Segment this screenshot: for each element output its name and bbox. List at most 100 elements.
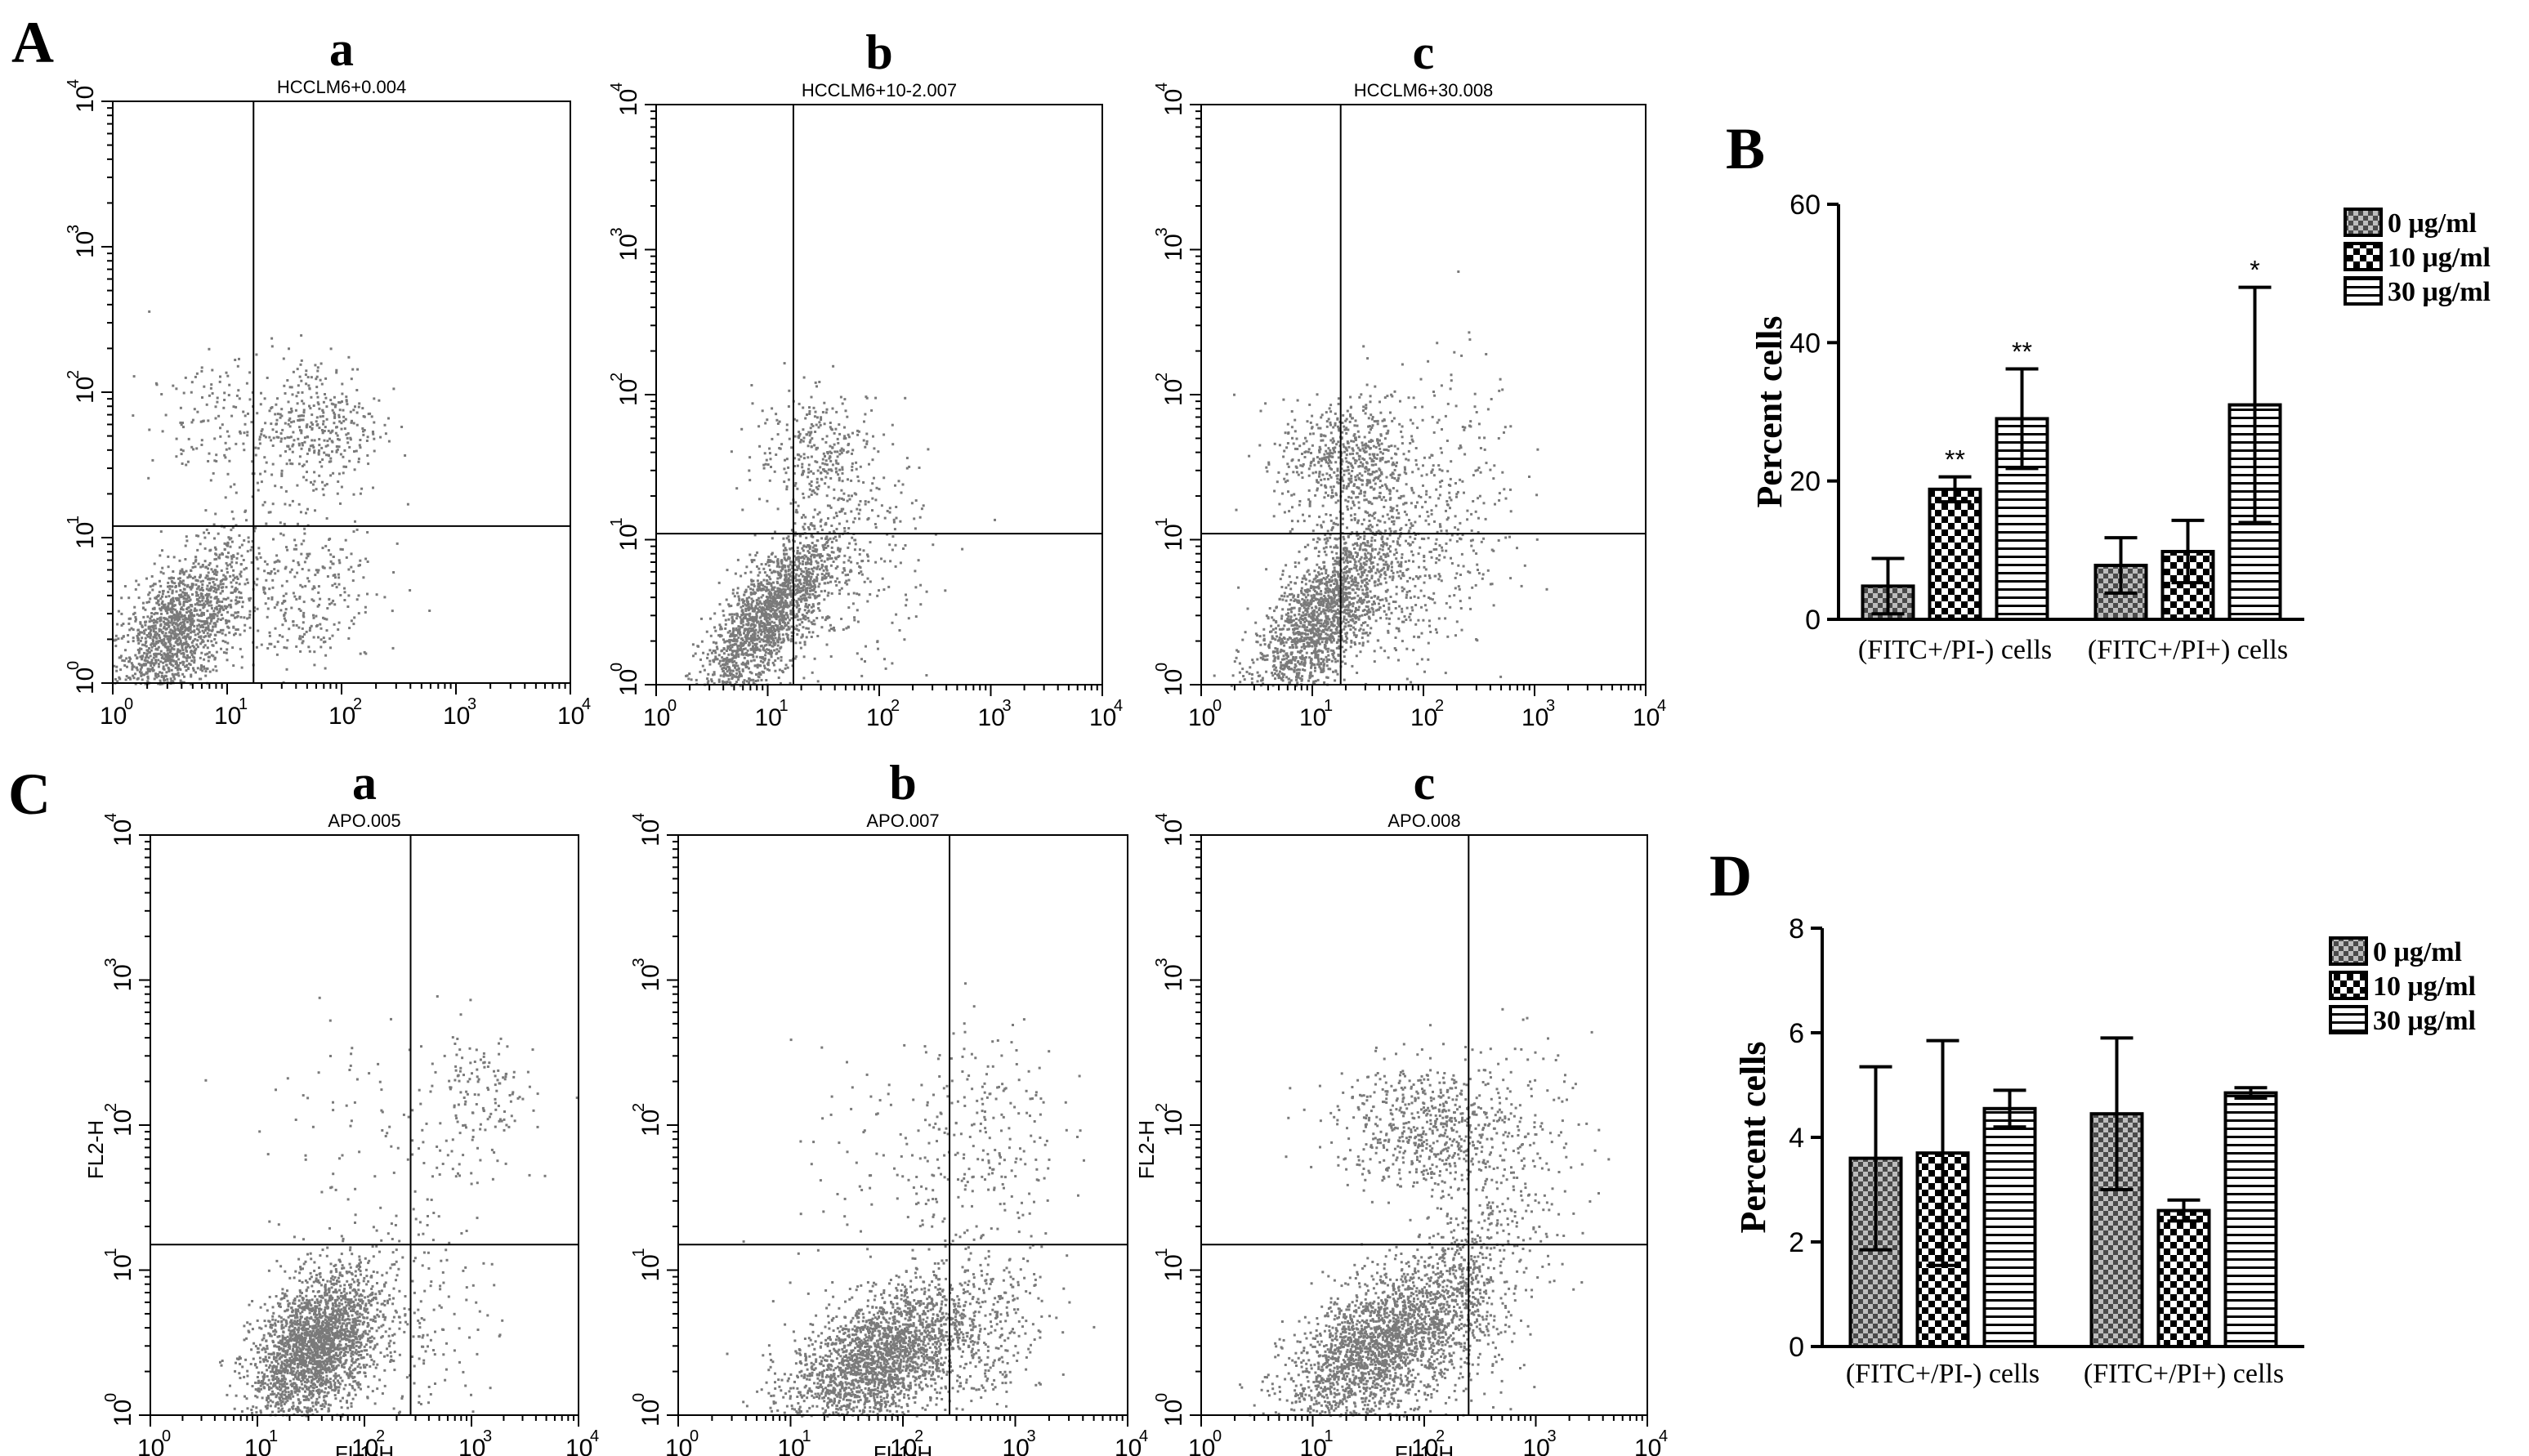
event-dot — [804, 605, 807, 608]
event-dot — [808, 571, 811, 574]
event-dot — [1292, 623, 1294, 627]
event-dot — [361, 407, 364, 410]
event-dot — [136, 677, 139, 681]
event-dot — [810, 563, 813, 565]
event-dot — [167, 602, 170, 605]
event-dot — [231, 591, 234, 594]
event-dot — [274, 413, 277, 416]
event-dot — [325, 618, 328, 621]
event-dot — [312, 585, 315, 588]
event-dot — [159, 636, 162, 640]
event-dot — [830, 469, 833, 472]
event-dot — [339, 547, 342, 551]
x-tick-exponent: 2 — [891, 697, 900, 715]
event-dot — [753, 643, 757, 646]
event-dot — [256, 557, 259, 561]
event-dot — [824, 567, 828, 570]
event-dot — [707, 672, 710, 676]
event-dot — [824, 462, 827, 466]
event-dot — [787, 569, 790, 573]
event-dot — [760, 656, 763, 659]
event-dot — [788, 540, 791, 543]
event-dot — [767, 608, 770, 611]
event-dot — [853, 548, 856, 552]
event-dot — [794, 641, 798, 645]
event-dot — [747, 613, 750, 616]
event-dot — [815, 550, 818, 553]
event-dot — [211, 368, 214, 372]
event-dot — [149, 631, 152, 634]
event-dot — [134, 587, 137, 591]
event-dot — [739, 673, 743, 677]
event-dot — [777, 592, 780, 596]
event-dot — [334, 431, 337, 435]
event-dot — [851, 602, 855, 605]
event-dot — [144, 641, 147, 644]
event-dot — [308, 552, 311, 556]
event-dot — [754, 628, 757, 632]
event-dot — [744, 571, 747, 574]
event-dot — [841, 471, 844, 475]
event-dot — [762, 648, 765, 651]
event-dot — [750, 605, 753, 608]
event-dot — [822, 548, 825, 552]
event-dot — [323, 439, 326, 442]
event-dot — [819, 556, 822, 559]
event-dot — [225, 555, 228, 558]
event-dot — [232, 555, 235, 558]
event-dot — [173, 630, 176, 633]
event-dot — [766, 636, 769, 640]
event-dot — [171, 632, 174, 635]
event-dot — [203, 631, 205, 634]
event-dot — [197, 603, 200, 606]
event-dot — [193, 614, 196, 617]
event-dot — [351, 419, 353, 422]
event-dot — [770, 641, 773, 644]
event-dot — [1396, 540, 1399, 543]
event-dot — [793, 585, 797, 588]
event-dot — [210, 617, 213, 620]
event-dot — [756, 666, 759, 669]
event-dot — [318, 427, 321, 430]
event-dot — [891, 621, 894, 624]
event-dot — [1298, 610, 1301, 613]
event-dot — [784, 570, 788, 574]
event-dot — [160, 612, 163, 615]
event-dot — [876, 640, 879, 643]
event-dot — [802, 596, 806, 600]
event-dot — [1303, 668, 1307, 672]
event-dot — [157, 675, 160, 677]
event-dot — [1353, 615, 1356, 619]
event-dot — [164, 660, 167, 663]
event-dot — [154, 597, 158, 600]
event-dot — [306, 577, 310, 580]
event-dot — [295, 395, 298, 398]
event-dot — [169, 659, 172, 663]
event-dot — [288, 458, 291, 462]
event-dot — [335, 450, 338, 453]
event-dot — [209, 548, 212, 552]
event-dot — [306, 376, 310, 379]
event-dot — [731, 634, 734, 637]
event-dot — [757, 623, 761, 626]
event-dot — [771, 571, 773, 574]
event-dot — [257, 489, 260, 492]
event-dot — [811, 603, 815, 606]
event-dot — [741, 661, 744, 664]
event-dot — [270, 337, 274, 340]
event-dot — [324, 393, 326, 395]
event-dot — [888, 507, 891, 510]
event-dot — [168, 668, 171, 671]
event-dot — [230, 614, 233, 617]
event-dot — [305, 426, 308, 429]
event-dot — [320, 382, 324, 386]
event-dot — [230, 510, 234, 513]
event-dot — [848, 556, 851, 559]
event-dot — [163, 620, 165, 623]
event-dot — [270, 345, 274, 348]
event-dot — [829, 576, 832, 579]
event-dot — [728, 681, 731, 684]
event-dot — [195, 643, 199, 646]
event-dot — [263, 569, 266, 573]
event-dot — [820, 573, 824, 576]
